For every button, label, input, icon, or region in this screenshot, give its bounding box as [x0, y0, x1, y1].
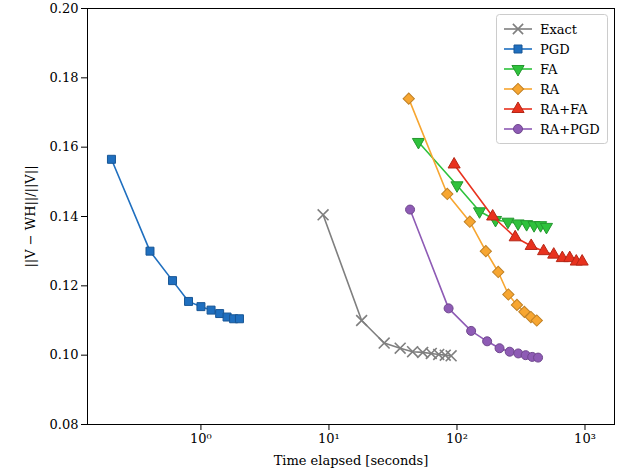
svg-text:0.12: 0.12: [50, 278, 79, 293]
svg-text:0.20: 0.20: [50, 1, 79, 16]
svg-text:FA: FA: [540, 62, 558, 77]
svg-text:RA+FA: RA+FA: [540, 102, 588, 117]
svg-text:RA+PGD: RA+PGD: [540, 122, 600, 137]
svg-text:PGD: PGD: [540, 42, 570, 57]
svg-text:10²: 10²: [446, 431, 468, 446]
svg-text:Time elapsed [seconds]: Time elapsed [seconds]: [274, 453, 429, 468]
svg-text:0.08: 0.08: [50, 417, 79, 432]
svg-text:RA: RA: [540, 82, 560, 97]
svg-text:10³: 10³: [574, 431, 596, 446]
svg-text:10¹: 10¹: [318, 431, 340, 446]
svg-text:Exact: Exact: [540, 22, 578, 37]
svg-text:0.14: 0.14: [50, 209, 79, 224]
svg-text:0.10: 0.10: [50, 347, 79, 362]
svg-text:0.18: 0.18: [50, 70, 79, 85]
svg-text:||V − WH||/||V||: ||V − WH||/||V||: [23, 165, 38, 267]
svg-text:10⁰: 10⁰: [190, 431, 212, 446]
svg-text:0.16: 0.16: [50, 139, 79, 154]
